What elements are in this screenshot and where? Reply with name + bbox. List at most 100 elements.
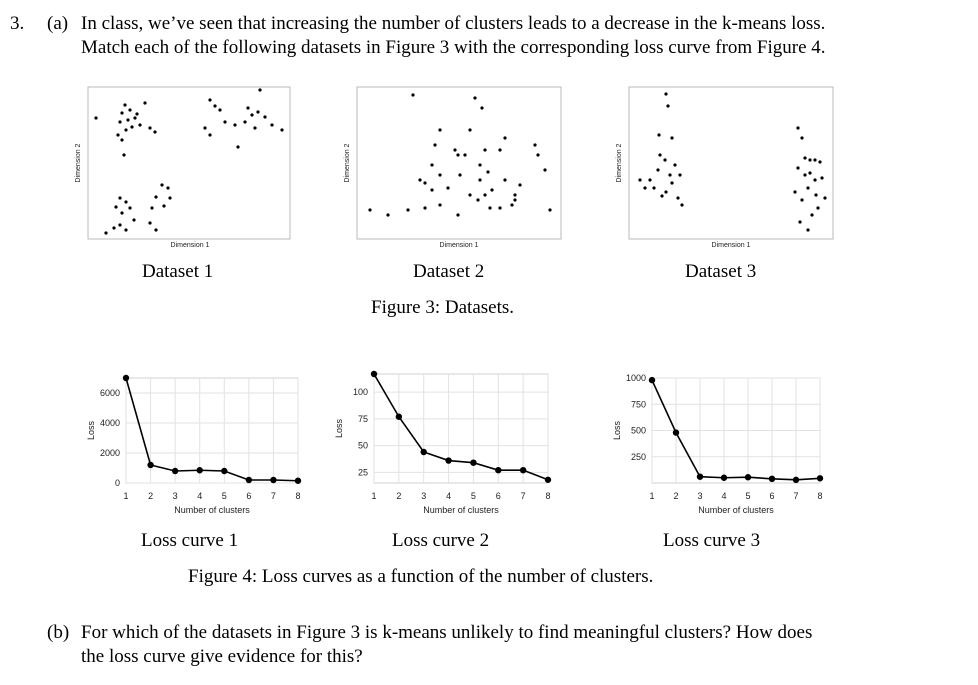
dataset2-points <box>368 93 552 217</box>
dataset3-x-axis-label: Dimension 1 <box>712 242 751 249</box>
loss2-y-tick-label: 75 <box>358 414 368 424</box>
loss3-data-point <box>768 475 776 482</box>
loss2-x-tick-label: 2 <box>396 491 401 501</box>
loss3-data-point <box>792 476 800 484</box>
loss2-y-tick-label: 25 <box>358 467 368 477</box>
dataset1-x-axis-label: Dimension 1 <box>171 242 210 249</box>
part-b-text-line2: the loss curve give evidence for this? <box>81 646 363 667</box>
loss2-data-point <box>495 466 502 474</box>
loss-curve3-label: Loss curve 3 <box>663 530 761 551</box>
loss1-x-tick-label: 4 <box>197 491 202 501</box>
loss1-y-tick-label: 0 <box>115 478 120 488</box>
loss1-data-point <box>245 476 253 484</box>
dataset1-y-axis-label: Dimension 2 <box>75 143 82 182</box>
loss2-y-tick-label: 100 <box>353 387 368 397</box>
question-number: 3. <box>10 13 25 34</box>
loss3-y-tick-label: 750 <box>631 399 646 409</box>
loss1-data-point <box>270 476 277 484</box>
loss1-x-tick-label: 6 <box>246 491 251 501</box>
dataset3-plot: Dimension 1 Dimension 2 <box>616 86 834 249</box>
loss3-data-point <box>744 474 752 481</box>
loss3-x-tick-label: 5 <box>745 491 750 501</box>
loss3-data-point <box>720 474 728 481</box>
dataset2-x-axis-label: Dimension 1 <box>440 242 479 249</box>
loss1-x-tick-label: 7 <box>271 491 276 501</box>
part-a-text-line2: Match each of the following datasets in … <box>81 37 826 58</box>
loss1-data-point <box>122 374 130 382</box>
part-b-text-line1: For which of the datasets in Figure 3 is… <box>81 622 813 643</box>
loss3-data-point <box>648 376 656 384</box>
loss1-x-tick-label: 5 <box>222 491 227 501</box>
dataset3-frame <box>628 86 834 240</box>
loss2-data-point <box>544 476 552 483</box>
loss1-data-point <box>147 461 154 469</box>
dataset1-plot: Dimension 1 Dimension 2 <box>75 86 291 249</box>
loss2-data-point <box>395 413 403 420</box>
loss3-x-tick-label: 6 <box>769 491 774 501</box>
dataset1-label: Dataset 1 <box>142 261 214 282</box>
loss2-y-axis-label: Loss <box>334 418 344 438</box>
loss3-x-tick-label: 2 <box>673 491 678 501</box>
loss3-y-tick-label: 250 <box>631 452 646 462</box>
loss3-x-axis-label: Number of clusters <box>698 505 774 515</box>
loss2-data-point <box>470 459 477 466</box>
figure4-loss-curves: 1 2 3 4 5 6 7 8 0 2000 4000 6000 Number of clusters L… <box>86 370 824 515</box>
loss3-data-point <box>696 473 704 480</box>
dataset2-y-axis-label: Dimension 2 <box>344 143 351 182</box>
loss2-x-tick-label: 6 <box>496 491 501 501</box>
loss2-x-tick-label: 8 <box>545 491 550 501</box>
loss1-y-tick-label: 2000 <box>100 448 120 458</box>
part-b-label: (b) <box>47 622 70 643</box>
loss3-data-point <box>816 475 824 482</box>
loss2-y-tick-label: 50 <box>358 441 368 451</box>
loss3-series-line <box>651 379 821 481</box>
loss1-x-tick-label: 2 <box>148 491 153 501</box>
figure3-caption: Figure 3: Datasets. <box>371 297 515 318</box>
loss2-x-tick-label: 1 <box>371 491 376 501</box>
loss1-data-point <box>171 467 179 475</box>
loss1-series-line <box>125 377 299 482</box>
loss3-x-tick-label: 7 <box>793 491 798 501</box>
loss1-y-tick-label: 4000 <box>100 418 120 428</box>
loss2-data-point <box>445 457 452 464</box>
loss2-x-tick-label: 4 <box>446 491 451 501</box>
figure4-caption: Figure 4: Loss curves as a function of t… <box>188 566 654 587</box>
dataset3-y-axis-label: Dimension 2 <box>616 143 623 182</box>
part-a-text-line1: In class, we’ve seen that increasing the… <box>81 13 826 34</box>
loss3-x-tick-label: 3 <box>697 491 702 501</box>
loss2-x-axis-label: Number of clusters <box>423 505 499 515</box>
loss2-x-tick-label: 3 <box>421 491 426 501</box>
loss3-y-tick-label: 500 <box>631 426 646 436</box>
loss3-x-tick-label: 1 <box>649 491 654 501</box>
loss-curve1-label: Loss curve 1 <box>141 530 239 551</box>
dataset1-points <box>94 88 284 235</box>
loss2-data-point <box>420 448 427 456</box>
loss-curve2-label: Loss curve 2 <box>392 530 490 551</box>
loss1-data-point <box>196 467 203 474</box>
dataset3-label: Dataset 3 <box>685 261 757 282</box>
dataset2-frame <box>356 86 562 240</box>
loss1-data-point <box>294 477 302 484</box>
dataset2-plot: Dimension 1 Dimension 2 <box>344 86 562 249</box>
loss2-data-point <box>370 370 378 378</box>
loss2-x-tick-label: 7 <box>521 491 526 501</box>
loss3-y-axis-label: Loss <box>612 420 622 440</box>
loss1-y-tick-label: 6000 <box>100 388 120 398</box>
dataset1-frame <box>87 86 291 240</box>
loss1-data-point <box>221 467 228 475</box>
loss1-x-tick-label: 3 <box>173 491 178 501</box>
loss3-x-tick-label: 8 <box>817 491 822 501</box>
loss2-series-line <box>373 373 549 481</box>
loss2-plot-frame <box>373 373 549 484</box>
part-a-label: (a) <box>47 13 69 34</box>
loss1-x-axis-label: Number of clusters <box>174 505 250 515</box>
loss3-data-point <box>672 429 680 436</box>
loss2-x-tick-label: 5 <box>471 491 476 501</box>
loss1-x-tick-label: 8 <box>295 491 300 501</box>
loss3-y-tick-label: 1000 <box>626 373 646 383</box>
loss3-x-tick-label: 4 <box>721 491 726 501</box>
loss1-x-tick-label: 1 <box>123 491 128 501</box>
dataset3-points <box>638 92 827 232</box>
figure3-scatter-plots: Dimension 1 Dimension 2 Dimension 1 Dime… <box>75 86 834 249</box>
dataset2-label: Dataset 2 <box>413 261 485 282</box>
